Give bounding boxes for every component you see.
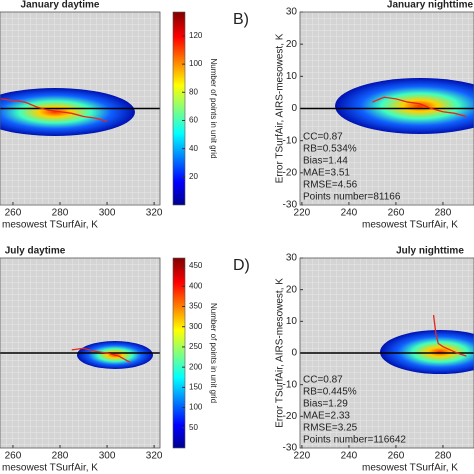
x-tick-label: 280 [52,451,69,462]
stat-text: MAE=3.51 [303,168,350,179]
colorbar-tick-label: 200 [189,362,203,371]
panel-title: July daytime [5,246,66,257]
stat-text: Points number=81166 [303,192,401,203]
panel-title: January nighttime [387,0,474,11]
y-tick-label: 10 [286,71,298,82]
colorbar-tick-label: 120 [189,31,203,40]
x-tick-label: 300 [99,208,116,219]
y-tick-label: -10 [283,379,298,390]
y-tick-label: 0 [291,103,297,114]
y-axis-label: Error TSurfAir, AIRS-mesowest, K [275,278,286,428]
x-tick-label: 280 [52,208,69,219]
colorbar-tick-label: 20 [189,172,198,181]
x-tick-label: 220 [294,208,311,219]
x-axis-label: mesowest TSurfAir, K [362,220,458,231]
x-tick-label: 260 [5,451,22,462]
x-tick-label: 240 [341,451,358,462]
y-axis-label: Error TSurfAir, AIRS-mesowest, K [275,33,286,183]
x-tick-label: 260 [388,208,405,219]
x-tick-label: 260 [388,451,405,462]
density-cloud [335,78,474,134]
stat-text: Bias=1.44 [303,156,348,167]
x-tick-label: 320 [146,451,163,462]
stat-text: Bias=1.29 [303,399,348,410]
x-axis-label: mesowest TSurfAir, K [362,463,458,474]
stat-text: CC=0.87 [303,375,343,386]
colorbar [172,257,186,449]
x-tick-label: 240 [341,208,358,219]
x-tick-label: 320 [146,208,163,219]
panel-title: July nighttime [396,246,464,257]
y-tick-label: 10 [286,316,298,327]
trend-line [372,96,467,118]
y-tick-label: -30 [283,200,298,211]
y-tick-label: 30 [286,253,298,264]
x-tick-label: 220 [294,451,311,462]
colorbar-tick-label: 100 [189,59,203,68]
stat-text: RMSE=4.56 [303,180,358,191]
y-tick-label: -10 [283,135,298,146]
stat-text: CC=0.87 [303,132,343,143]
x-tick-label: 280 [435,451,452,462]
plot-frame [299,257,474,449]
x-axis-label: mesowest TSurfAir, K [2,463,98,474]
plot-frame [0,257,161,449]
colorbar-tick-label: 400 [189,281,203,290]
colorbar-tick-label: 450 [189,261,203,270]
y-tick-label: 20 [286,284,298,295]
y-tick-label: 30 [286,7,298,18]
y-tick-label: 20 [286,39,298,50]
stat-text: RB=0.445% [303,387,357,398]
trend-line [432,314,467,357]
y-tick-label: -20 [283,167,298,178]
trend-line [71,347,131,364]
colorbar-label: Number of points in unit grid [209,303,218,403]
colorbar-tick-label: 50 [189,423,198,432]
x-tick-label: 280 [435,208,452,219]
stat-text: Points number=116642 [303,435,406,446]
colorbar-tick-label: 100 [189,403,203,412]
density-cloud [0,88,135,136]
stat-text: MAE=2.33 [303,411,350,422]
x-tick-label: 300 [99,451,116,462]
y-tick-label: -30 [283,443,298,454]
stat-text: RB=0.534% [303,144,357,155]
y-tick-label: -20 [283,411,298,422]
panel-label: D) [233,257,250,274]
colorbar-tick-label: 300 [189,322,203,331]
panel-label: B) [233,11,249,28]
colorbar [172,11,186,206]
colorbar-tick-label: 250 [189,342,203,351]
plot-frame [299,11,474,206]
trend-line [1,98,108,122]
x-axis-label: mesowest TSurfAir, K [2,220,98,231]
colorbar-tick-label: 350 [189,302,203,311]
y-tick-label: 0 [291,348,297,359]
colorbar-tick-label: 150 [189,382,203,391]
colorbar-tick-label: 60 [189,116,198,125]
colorbar-label: Number of points in unit grid [209,58,218,158]
density-cloud [380,330,474,374]
stat-text: RMSE=3.25 [303,423,358,434]
panel-title: January daytime [21,0,100,11]
x-tick-label: 260 [5,208,22,219]
plot-frame [0,11,161,206]
colorbar-tick-label: 40 [189,144,198,153]
colorbar-tick-label: 80 [189,87,198,96]
